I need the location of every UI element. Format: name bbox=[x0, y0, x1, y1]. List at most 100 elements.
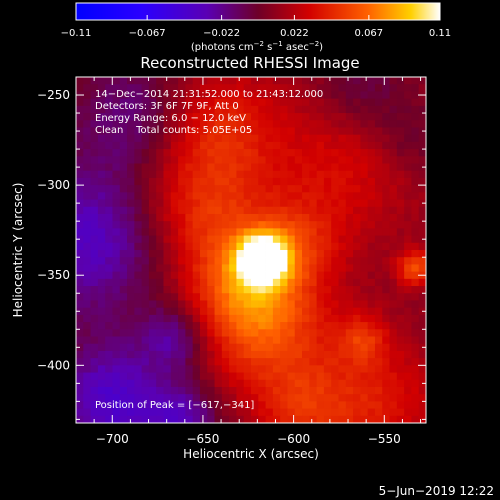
heatmap-pixel bbox=[148, 372, 157, 381]
heatmap-pixel bbox=[411, 394, 420, 402]
heatmap-pixel bbox=[316, 206, 325, 215]
heatmap-pixel bbox=[345, 91, 354, 100]
heatmap-pixel bbox=[178, 336, 186, 345]
heatmap-pixel bbox=[331, 257, 339, 265]
heatmap-pixel bbox=[345, 156, 354, 164]
heatmap-pixel bbox=[316, 264, 325, 273]
heatmap-pixel bbox=[323, 365, 332, 373]
heatmap-pixel bbox=[309, 185, 318, 193]
heatmap-pixel bbox=[199, 141, 208, 150]
heatmap-pixel bbox=[251, 149, 259, 157]
heatmap-pixel bbox=[170, 278, 179, 287]
heatmap-pixel bbox=[148, 408, 157, 417]
heatmap-pixel bbox=[134, 257, 143, 265]
heatmap-pixel bbox=[294, 293, 303, 301]
heatmap-pixel bbox=[404, 206, 412, 215]
heatmap-pixel bbox=[199, 358, 208, 366]
heatmap-pixel bbox=[178, 242, 186, 251]
heatmap-pixel bbox=[309, 199, 318, 208]
heatmap-pixel bbox=[367, 250, 376, 258]
heatmap-pixel bbox=[302, 192, 310, 200]
heatmap-pixel bbox=[265, 365, 274, 373]
heatmap-pixel bbox=[353, 408, 361, 417]
heatmap-pixel bbox=[302, 271, 310, 280]
heatmap-pixel bbox=[404, 278, 412, 287]
heatmap-pixel bbox=[353, 286, 361, 294]
heatmap-pixel bbox=[360, 113, 369, 121]
heatmap-pixel bbox=[294, 149, 303, 157]
heatmap-pixel bbox=[192, 358, 201, 366]
heatmap-pixel bbox=[294, 314, 303, 323]
heatmap-pixel bbox=[331, 105, 339, 114]
heatmap-pixel bbox=[272, 394, 281, 402]
heatmap-pixel bbox=[280, 408, 288, 417]
heatmap-pixel bbox=[127, 314, 135, 323]
heatmap-pixel bbox=[112, 379, 121, 388]
heatmap-pixel bbox=[134, 401, 143, 409]
heatmap-pixel bbox=[360, 372, 369, 381]
heatmap-pixel bbox=[309, 343, 318, 352]
heatmap-pixel bbox=[396, 379, 405, 388]
heatmap-pixel bbox=[221, 242, 230, 251]
heatmap-pixel bbox=[178, 379, 186, 388]
heatmap-pixel bbox=[141, 213, 150, 222]
heatmap-pixel bbox=[112, 141, 121, 150]
heatmap-pixel bbox=[265, 343, 274, 352]
heatmap-pixel bbox=[294, 192, 303, 200]
heatmap-pixel bbox=[199, 278, 208, 287]
heatmap-pixel bbox=[229, 192, 237, 200]
heatmap-pixel bbox=[404, 415, 412, 423]
heatmap-pixel bbox=[229, 322, 237, 330]
heatmap-pixel bbox=[163, 199, 172, 208]
heatmap-pixel bbox=[170, 350, 179, 359]
heatmap-pixel bbox=[338, 91, 347, 100]
heatmap-pixel bbox=[141, 156, 150, 164]
heatmap-pixel bbox=[112, 415, 121, 423]
heatmap-pixel bbox=[411, 408, 420, 417]
heatmap-pixel bbox=[170, 134, 179, 143]
heatmap-pixel bbox=[331, 185, 339, 193]
heatmap-pixel bbox=[156, 278, 164, 287]
heatmap-pixel bbox=[236, 314, 245, 323]
heatmap-pixel bbox=[251, 271, 259, 280]
heatmap-pixel bbox=[148, 307, 157, 316]
heatmap-pixel bbox=[389, 401, 398, 409]
heatmap-pixel bbox=[338, 336, 347, 345]
heatmap-pixel bbox=[382, 314, 390, 323]
heatmap-pixel bbox=[345, 206, 354, 215]
heatmap-pixel bbox=[323, 278, 332, 287]
heatmap-pixel bbox=[374, 134, 383, 143]
heatmap-pixel bbox=[236, 228, 245, 236]
heatmap-pixel bbox=[112, 336, 121, 345]
heatmap-pixel bbox=[251, 286, 259, 294]
heatmap-pixel bbox=[148, 386, 157, 395]
heatmap-pixel bbox=[243, 386, 252, 395]
heatmap-pixel bbox=[265, 358, 274, 366]
heatmap-pixel bbox=[316, 336, 325, 345]
heatmap-pixel bbox=[302, 177, 310, 186]
heatmap-pixel bbox=[148, 278, 157, 287]
x-tick-label: −600 bbox=[277, 432, 310, 446]
heatmap-pixel bbox=[302, 221, 310, 229]
heatmap-pixel bbox=[316, 401, 325, 409]
heatmap-pixel bbox=[141, 185, 150, 193]
heatmap-pixel bbox=[185, 278, 194, 287]
heatmap-pixel bbox=[236, 192, 245, 200]
heatmap-pixel bbox=[170, 192, 179, 200]
heatmap-pixel bbox=[323, 307, 332, 316]
heatmap-pixel bbox=[272, 257, 281, 265]
heatmap-pixel bbox=[214, 257, 223, 265]
heatmap-pixel bbox=[272, 307, 281, 316]
heatmap-pixel bbox=[309, 149, 318, 157]
heatmap-pixel bbox=[309, 98, 318, 107]
heatmap-pixel bbox=[265, 408, 274, 417]
heatmap-pixel bbox=[192, 329, 201, 337]
heatmap-pixel bbox=[214, 149, 223, 157]
heatmap-pixel bbox=[105, 134, 113, 143]
heatmap-pixel bbox=[294, 379, 303, 388]
heatmap-pixel bbox=[389, 105, 398, 114]
heatmap-pixel bbox=[134, 293, 143, 301]
heatmap-pixel bbox=[141, 170, 150, 179]
heatmap-pixel bbox=[374, 365, 383, 373]
heatmap-pixel bbox=[221, 98, 230, 107]
